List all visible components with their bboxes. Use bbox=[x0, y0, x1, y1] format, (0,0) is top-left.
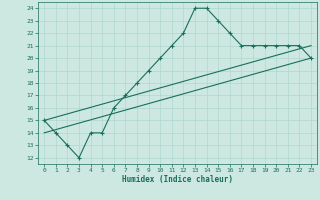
X-axis label: Humidex (Indice chaleur): Humidex (Indice chaleur) bbox=[122, 175, 233, 184]
